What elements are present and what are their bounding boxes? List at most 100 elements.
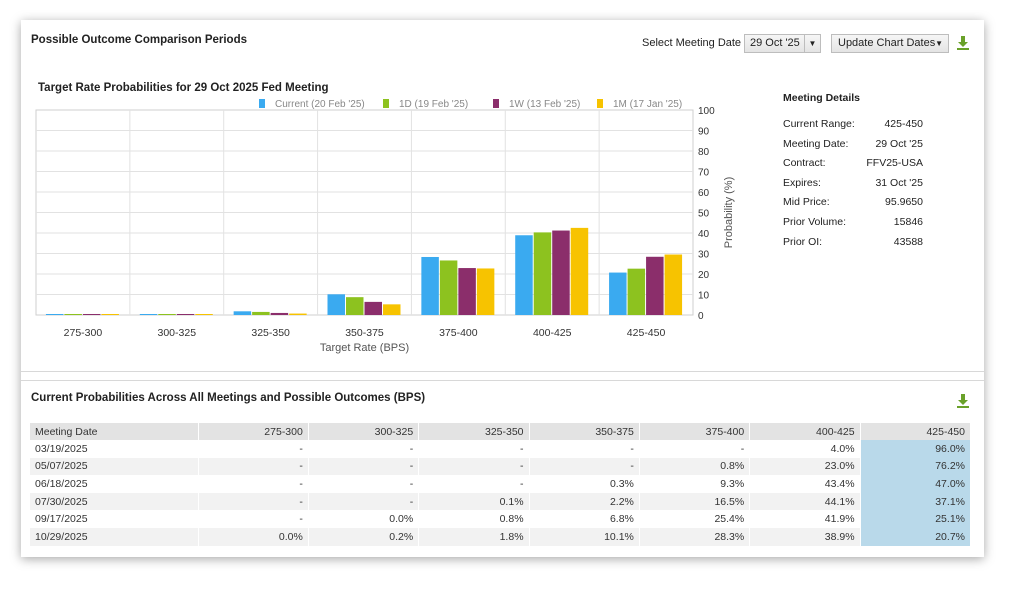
table-cell: 47.0% xyxy=(860,475,972,493)
meeting-date-value: 29 Oct '25 xyxy=(750,37,800,49)
meeting-detail-value: 29 Oct '25 xyxy=(875,137,923,150)
table-cell: 44.1% xyxy=(749,492,861,511)
meeting-detail-value: 425-450 xyxy=(884,118,923,130)
table-cell: - xyxy=(418,457,530,476)
download-icon[interactable] xyxy=(955,35,971,51)
table-row: 07/30/2025- -0.1% 2.2% 16.5% 44.1% 37.1% xyxy=(30,492,972,511)
y-axis-label: Probability (%) xyxy=(723,177,735,249)
y-tick-label: 20 xyxy=(698,270,710,281)
bar-325-350-1D (19 Feb '25) xyxy=(252,311,270,315)
x-tick-label: 400-425 xyxy=(533,327,572,339)
table-row: 10/29/2025 0.0% 0.2% 1.8% 10.1% 28.3% 38.9% 20.… xyxy=(30,527,972,546)
table-cell: - xyxy=(529,457,640,476)
meeting-detail-value: 95.9650 xyxy=(885,196,923,209)
table-header-cell[interactable]: 275-300 xyxy=(198,423,309,440)
meeting-detail-label: Contract: xyxy=(783,157,826,170)
bar-275-300-1D (19 Feb '25) xyxy=(64,314,82,315)
table-cell: - xyxy=(529,440,640,458)
table-cell: 10/29/2025 xyxy=(30,527,199,546)
bar-400-425-Current (20 Feb '25) xyxy=(515,235,533,315)
table-cell: - xyxy=(198,440,309,458)
chevron-down-icon[interactable]: ▼ xyxy=(804,35,820,52)
table-cell: 1.8% xyxy=(418,527,530,546)
table-cell: 96.0% xyxy=(860,440,972,458)
table-cell: 0.0% xyxy=(308,510,420,528)
x-tick-label: 275-300 xyxy=(64,327,103,339)
table-header-row: Meeting Date 275-300 300-325 325-350 350-375… xyxy=(30,423,972,440)
bar-425-450-Current (20 Feb '25) xyxy=(609,272,627,315)
bar-275-300-1W (13 Feb '25) xyxy=(82,314,101,315)
update-chart-dates-button[interactable]: Update Chart Dates ▼ xyxy=(831,34,949,53)
table-cell: - xyxy=(639,440,751,458)
bar-400-425-1D (19 Feb '25) xyxy=(533,232,552,315)
meeting-detail-value: 15846 xyxy=(893,215,923,228)
meeting-detail-label: Mid Price: xyxy=(783,196,830,209)
y-tick-label: 90 xyxy=(698,127,710,138)
table-cell: - xyxy=(308,457,420,476)
y-tick-label: 0 xyxy=(698,311,704,322)
meeting-detail-row: Expires: 31 Oct '25 xyxy=(783,177,923,197)
table-header-cell[interactable]: 425-450 xyxy=(860,423,972,440)
meeting-details: Meeting Details Current Range: 425-450 Mee… xyxy=(783,92,923,255)
table-header-cell[interactable]: 375-400 xyxy=(639,423,751,440)
y-tick-label: 50 xyxy=(698,209,710,220)
table-header-cell[interactable]: 400-425 xyxy=(749,423,861,440)
bar-300-325-1W (13 Feb '25) xyxy=(176,314,195,315)
table-cell: 06/18/2025 xyxy=(30,475,199,493)
meeting-detail-label: Meeting Date: xyxy=(783,137,849,150)
bar-350-375-Current (20 Feb '25) xyxy=(327,294,345,315)
meeting-detail-row: Meeting Date: 29 Oct '25 xyxy=(783,138,923,158)
meeting-detail-value: 31 Oct '25 xyxy=(875,176,923,189)
main-frame: Possible Outcome Comparison Periods Sele… xyxy=(21,20,984,557)
download-icon[interactable] xyxy=(955,393,971,409)
y-tick-label: 60 xyxy=(698,188,710,199)
target-rate-chart: Target Rate Probabilities for 29 Oct 202… xyxy=(35,82,735,354)
bar-375-400-1D (19 Feb '25) xyxy=(439,260,458,315)
table-cell: 09/17/2025 xyxy=(30,510,199,528)
table-cell: 41.9% xyxy=(749,510,861,528)
table-header-cell[interactable]: 350-375 xyxy=(529,423,640,440)
table-cell: - xyxy=(418,475,530,493)
bar-425-450-1M (17 Jan '25) xyxy=(664,254,683,315)
bar-275-300-1M (17 Jan '25) xyxy=(101,314,119,315)
table-cell: 0.8% xyxy=(639,457,751,476)
table-row: 09/17/2025-0.0% 0.8% 6.8% 25.4% 41.9% 25.1% xyxy=(30,510,972,528)
x-tick-label: 425-450 xyxy=(627,327,666,339)
chart-title: Target Rate Probabilities for 29 Oct 202… xyxy=(38,82,329,94)
meeting-detail-label: Prior OI: xyxy=(783,235,823,248)
bar-300-325-1D (19 Feb '25) xyxy=(158,314,176,315)
table-header-cell[interactable]: 325-350 xyxy=(418,423,530,440)
bar-325-350-1W (13 Feb '25) xyxy=(270,312,289,315)
table-row: 05/07/2025- - - -0.8% 23.0% 76.2% xyxy=(30,457,972,476)
legend-entry: 1W (13 Feb '25) xyxy=(509,99,580,110)
table-row: 06/18/2025- - -0.3% 9.3% 43.4% 47.0% xyxy=(30,475,972,493)
meeting-detail-value: 43588 xyxy=(893,235,923,248)
table-row: 03/19/2025- - - - -4.0% 96.0% xyxy=(30,440,972,458)
meeting-detail-label: Prior Volume: xyxy=(783,215,847,228)
table-cell: - xyxy=(198,510,309,528)
table-cell: 10.1% xyxy=(529,527,640,546)
table-cell: 2.2% xyxy=(529,492,640,511)
table-header-cell[interactable]: 300-325 xyxy=(308,423,420,440)
meeting-detail-row: Prior Volume: 15846 xyxy=(783,216,923,236)
table-cell: 6.8% xyxy=(529,510,640,528)
legend-entry: 1M (17 Jan '25) xyxy=(613,99,682,110)
table-cell: 76.2% xyxy=(860,457,972,476)
y-tick-label: 30 xyxy=(698,250,710,261)
meeting-detail-label: Current Range: xyxy=(783,118,855,130)
table-cell: 0.8% xyxy=(418,510,530,528)
meeting-detail-label: Expires: xyxy=(783,176,821,189)
table-cell: 16.5% xyxy=(639,492,751,511)
bar-400-425-1M (17 Jan '25) xyxy=(570,227,589,315)
bar-425-450-1W (13 Feb '25) xyxy=(646,256,664,315)
meeting-date-select[interactable]: 29 Oct '25 ▼ xyxy=(744,34,821,53)
y-tick-label: 80 xyxy=(698,147,710,158)
legend-entry: Current (20 Feb '25) xyxy=(275,99,365,110)
table-cell: 9.3% xyxy=(639,475,751,493)
table-cell: 03/19/2025 xyxy=(30,440,199,458)
table-header-cell[interactable]: Meeting Date xyxy=(30,423,199,440)
probabilities-table: Meeting Date 275-300 300-325 325-350 350-375… xyxy=(30,423,972,546)
table-cell: 28.3% xyxy=(639,527,751,546)
bar-375-400-1W (13 Feb '25) xyxy=(458,268,476,315)
legend-swatch xyxy=(597,99,603,108)
